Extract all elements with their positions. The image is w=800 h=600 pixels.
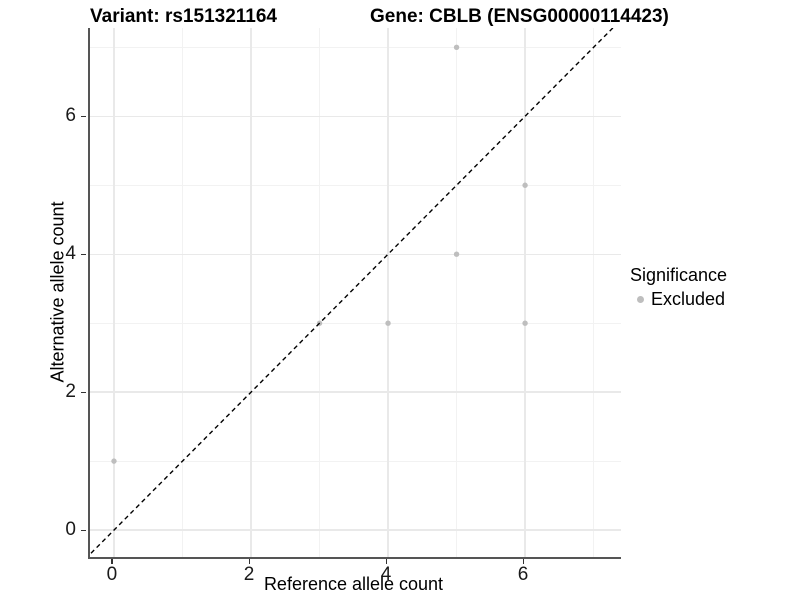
gridline-y-minor	[90, 46, 621, 48]
gridline-y-major	[90, 253, 621, 255]
gridline-y-major	[90, 529, 621, 531]
y-tick-mark	[81, 529, 86, 532]
legend-item: Excluded	[630, 289, 727, 309]
gridline-x-major	[250, 28, 252, 557]
data-point	[111, 458, 117, 464]
data-point	[385, 320, 391, 326]
gridline-x-minor	[319, 28, 321, 557]
data-point	[453, 44, 460, 51]
gene-title: Gene: CBLB (ENSG00000114423)	[370, 6, 669, 27]
gridline-y-minor	[90, 322, 621, 324]
y-tick-mark	[81, 391, 86, 394]
x-axis-title: Reference allele count	[263, 574, 444, 594]
legend-items: Excluded	[630, 289, 727, 309]
x-tick-label: 0	[106, 564, 118, 585]
y-tick-mark	[81, 253, 86, 256]
legend-point-icon	[637, 295, 644, 303]
gridline-y-minor	[90, 460, 621, 462]
gridline-x-major	[113, 28, 115, 557]
gridline-x-minor	[593, 28, 595, 557]
gridline-y-major	[90, 391, 621, 393]
scatter-svg	[90, 28, 614, 556]
y-tick-label: 2	[65, 381, 76, 403]
x-tick-mark	[248, 559, 250, 564]
legend: Significance Excluded	[630, 264, 727, 309]
gridline-x-major	[524, 28, 526, 557]
identity-dashed-line	[90, 28, 614, 556]
x-tick-label: 4	[380, 564, 392, 585]
gridline-x-minor	[456, 28, 458, 557]
x-tick-mark	[385, 559, 388, 564]
y-tick-label: 6	[65, 105, 76, 127]
data-point	[522, 320, 528, 326]
data-point	[522, 182, 528, 188]
x-tick-mark	[111, 559, 113, 564]
x-tick-mark	[522, 559, 525, 564]
gridline-y-minor	[90, 184, 621, 186]
y-axis-title: Alternative allele count	[47, 201, 68, 383]
legend-item-label: Excluded	[651, 289, 726, 309]
gridline-y-major	[90, 115, 621, 117]
plot-panel	[88, 28, 621, 559]
y-tick-mark	[81, 115, 86, 118]
gridline-x-minor	[181, 28, 183, 557]
y-tick-label: 0	[65, 519, 76, 541]
variant-title: Variant: rs151321164	[90, 6, 277, 27]
x-tick-label: 2	[243, 564, 255, 585]
data-point	[453, 251, 460, 257]
y-tick-label: 4	[65, 243, 76, 265]
x-tick-label: 6	[517, 564, 529, 585]
gridline-x-major	[387, 28, 389, 557]
legend-title: Significance	[630, 265, 728, 285]
